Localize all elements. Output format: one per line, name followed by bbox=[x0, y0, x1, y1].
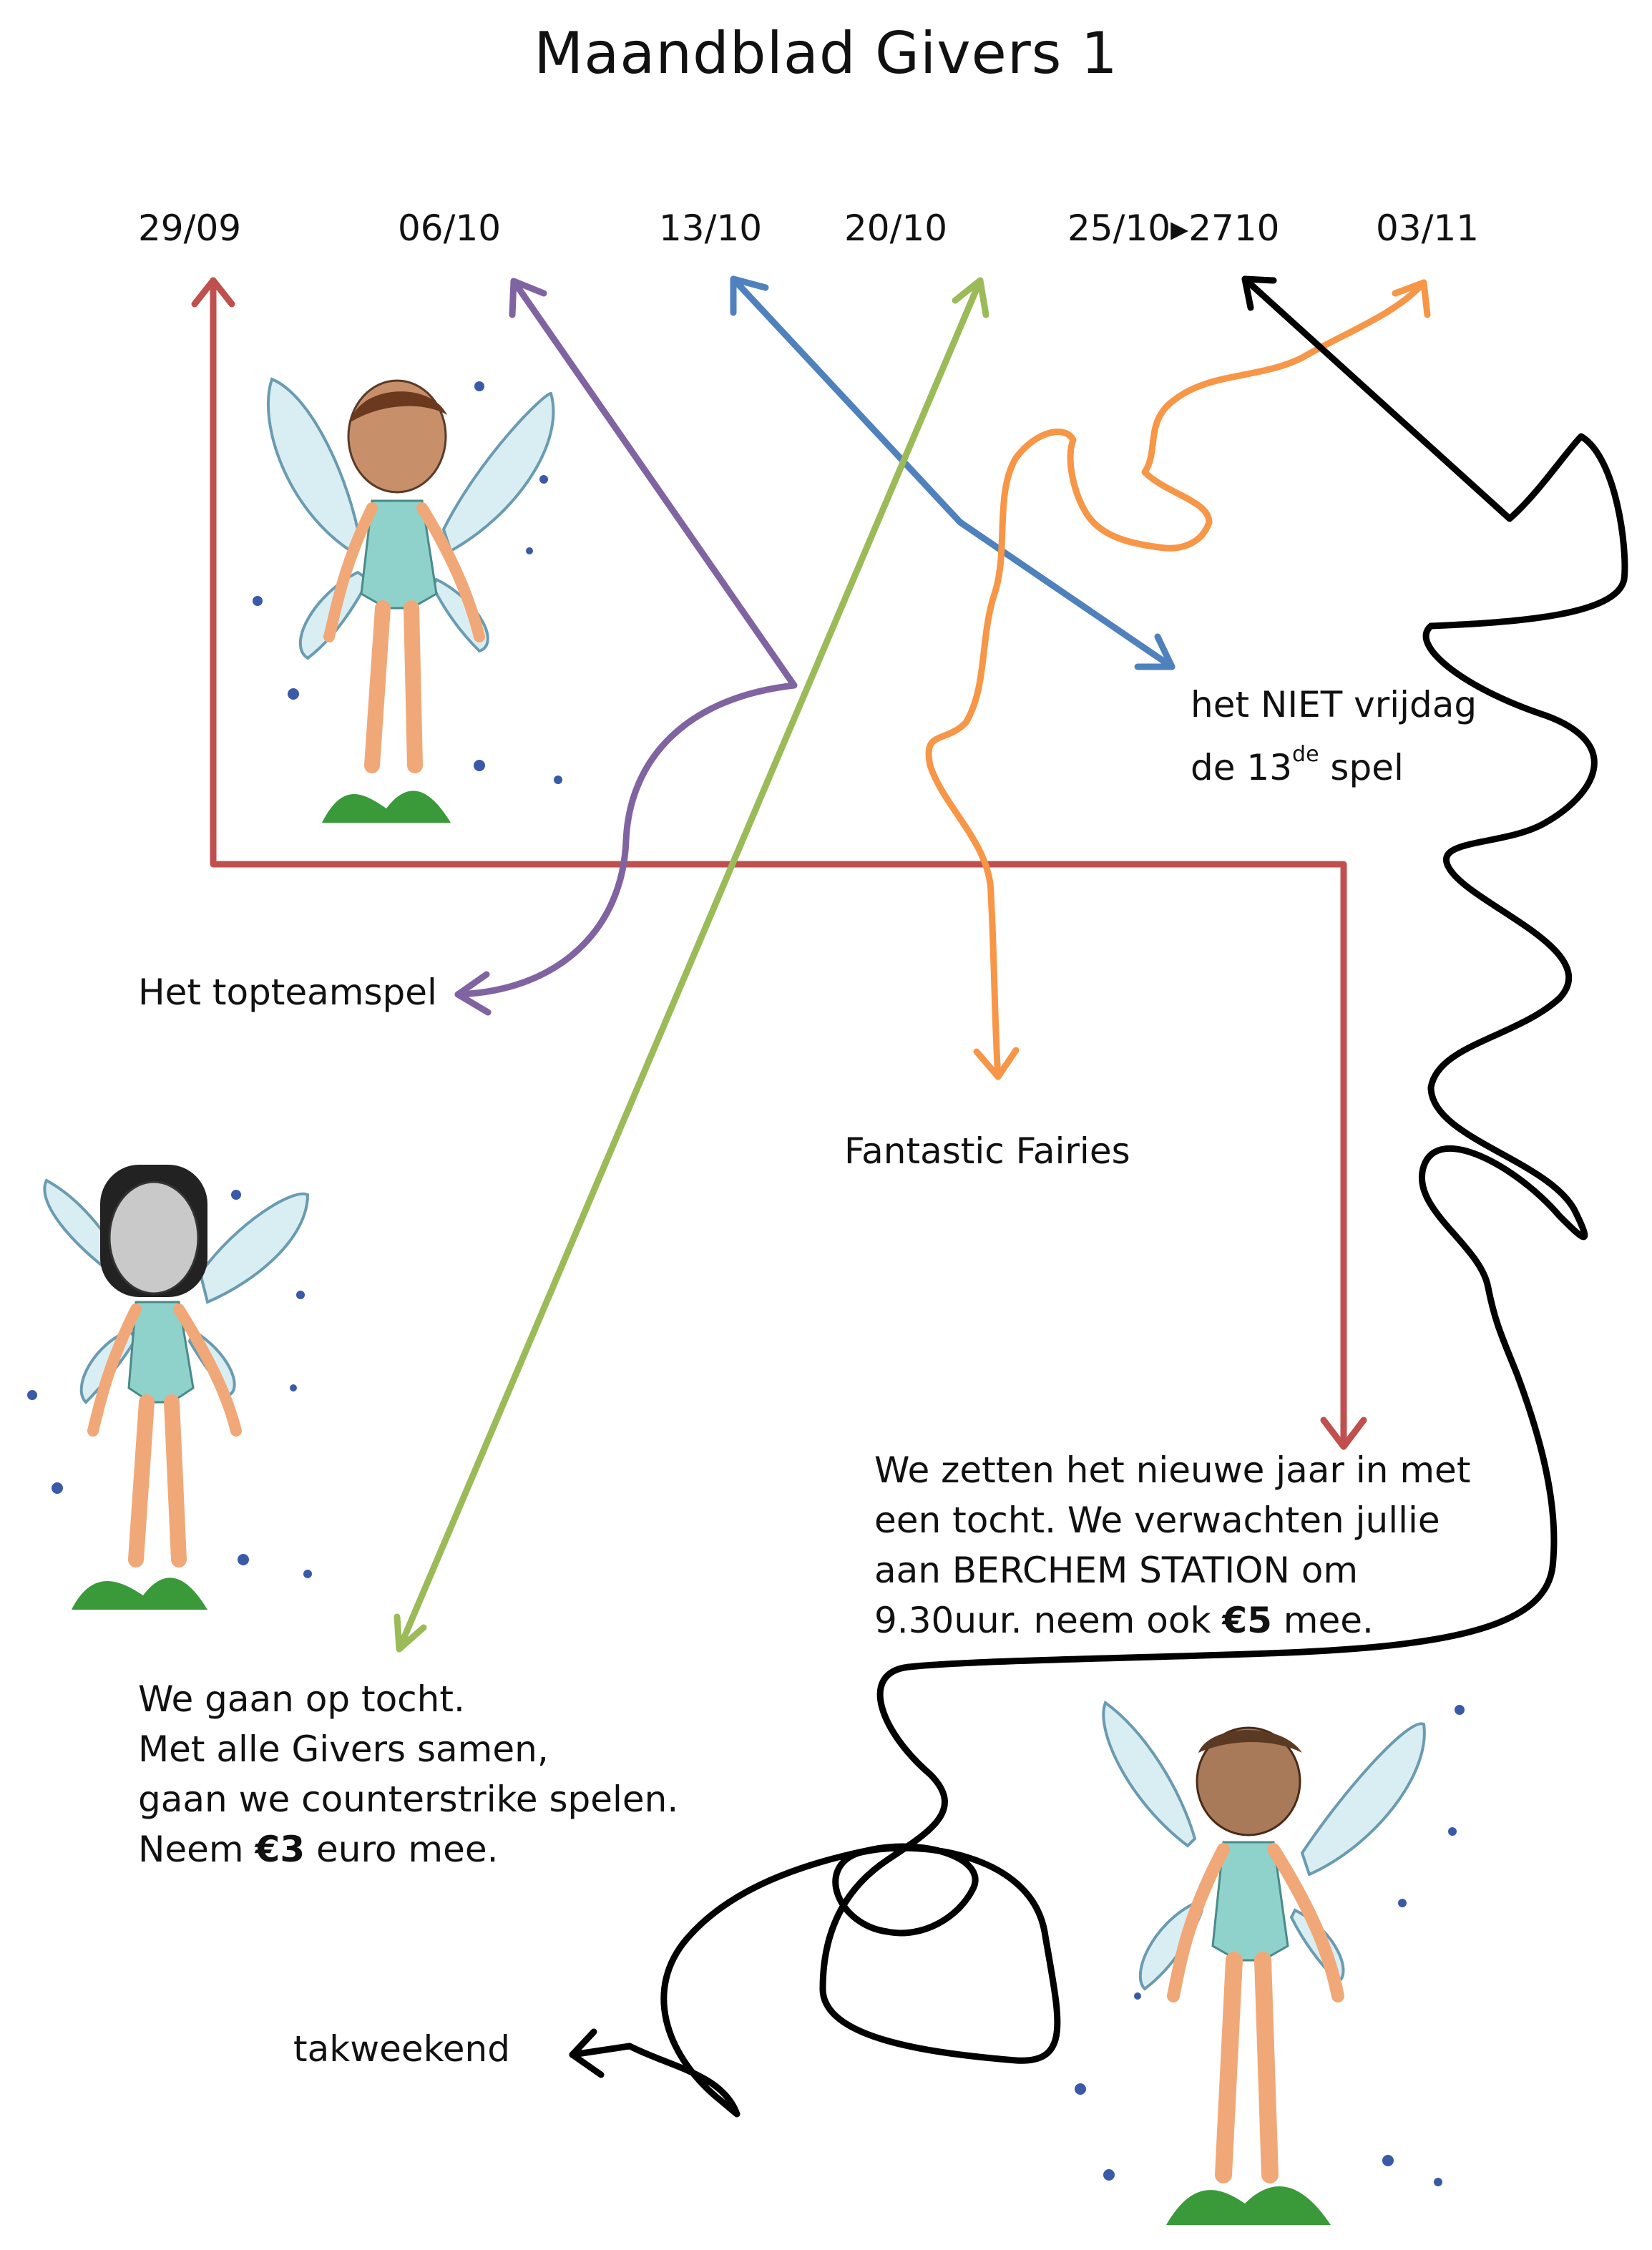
date-06-10: 06/10 bbox=[398, 207, 502, 249]
fantastic-fairies-label: Fantastic Fairies bbox=[844, 1130, 1130, 1172]
nieuwjaar-line-3: aan BERCHEM STATION om bbox=[874, 1550, 1359, 1591]
date-25-10-27-10: 25/10▸2710 bbox=[1067, 207, 1280, 249]
black-arrow bbox=[569, 275, 1628, 2118]
nieuwjaar-line-4: 9.30uur. neem ook bbox=[874, 1600, 1223, 1641]
counterstrike-line-2: Met alle Givers samen, bbox=[138, 1728, 549, 1770]
counterstrike-line-1: We gaan op tocht. bbox=[138, 1678, 465, 1720]
green-arrow bbox=[394, 277, 989, 1653]
niet-vrijdag-line-2-end: spel bbox=[1319, 747, 1404, 788]
purple-arrow bbox=[454, 278, 798, 1016]
nieuwjaar-line-4-end: mee. bbox=[1271, 1600, 1374, 1641]
counterstrike-line-4-end: euro mee. bbox=[305, 1829, 499, 1870]
nieuwjaar-line-2: een tocht. We verwachten jullie bbox=[874, 1500, 1440, 1541]
counterstrike-price: €3 bbox=[255, 1829, 306, 1870]
date-13-10: 13/10 bbox=[659, 207, 763, 249]
page-title: Maandblad Givers 1 bbox=[534, 20, 1118, 87]
orange-arrow bbox=[925, 279, 1431, 1080]
date-29-09: 29/09 bbox=[138, 207, 242, 249]
nieuwjaar-line-1: We zetten het nieuwe jaar in met bbox=[874, 1449, 1471, 1491]
counterstrike-text: We gaan op tocht. Met alle Givers samen,… bbox=[138, 1674, 678, 1874]
counterstrike-line-4: Neem bbox=[138, 1829, 255, 1870]
blue-arrow bbox=[730, 275, 1176, 670]
date-20-10: 20/10 bbox=[844, 207, 948, 249]
topteamspel-label: Het topteamspel bbox=[138, 972, 437, 1013]
nieuwjaar-price: €5 bbox=[1222, 1600, 1272, 1641]
niet-vrijdag-line-1: het NIET vrijdag bbox=[1191, 684, 1477, 725]
fairy-illustration-1 bbox=[253, 377, 562, 823]
fairy-illustration-3 bbox=[1075, 1700, 1465, 2225]
niet-vrijdag-label: het NIET vrijdag de 13de spel bbox=[1191, 680, 1477, 793]
fairy-illustration-2 bbox=[27, 1165, 312, 1610]
red-arrow bbox=[191, 277, 1367, 1450]
takweekend-label: takweekend bbox=[293, 2028, 510, 2070]
date-03-11: 03/11 bbox=[1376, 207, 1480, 249]
niet-vrijdag-line-2: de 13 bbox=[1191, 747, 1293, 788]
counterstrike-line-3: gaan we counterstrike spelen. bbox=[138, 1779, 679, 1820]
nieuwjaar-text: We zetten het nieuwe jaar in met een toc… bbox=[874, 1445, 1470, 1645]
niet-vrijdag-superscript: de bbox=[1292, 742, 1319, 767]
